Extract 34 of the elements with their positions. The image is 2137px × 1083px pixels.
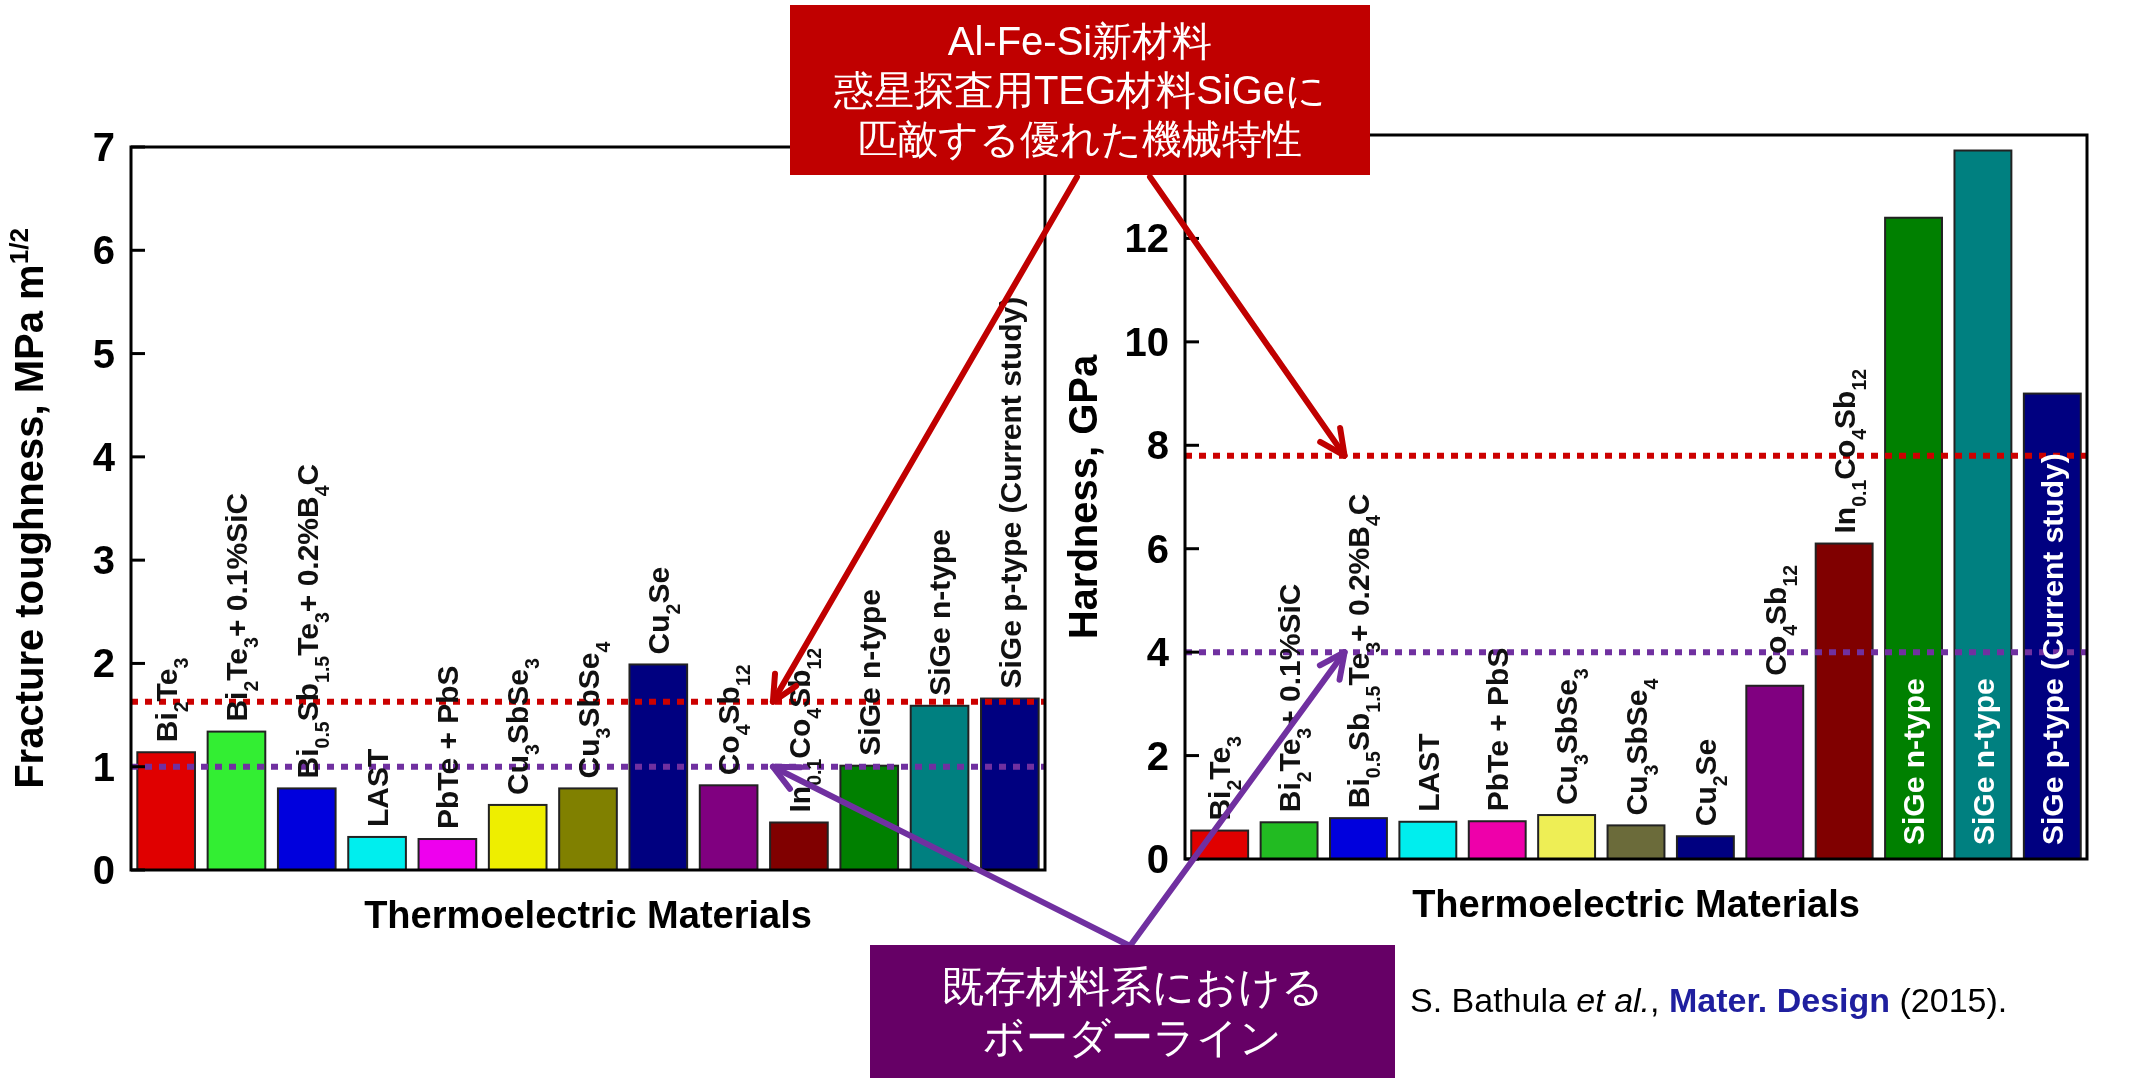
y-tick-label: 12 xyxy=(1124,216,1169,261)
x-tick-label: LAST xyxy=(1411,733,1445,812)
y-tick-label: 8 xyxy=(1146,423,1169,468)
y-tick-label: 5 xyxy=(92,331,115,376)
y-tick-label: 2 xyxy=(92,641,115,686)
text: ボーダーライン xyxy=(983,1013,1282,1061)
x-tick-label: SiGe p-type (Current study) xyxy=(993,296,1027,689)
y-tick-label: 4 xyxy=(1146,630,1170,675)
text: Al-Fe-Si新材料 xyxy=(947,19,1213,64)
y-tick-label: 4 xyxy=(92,434,116,479)
y-tick-label: 0 xyxy=(1146,837,1169,881)
y-tick-label: 0 xyxy=(92,848,115,892)
y-tick-label: 3 xyxy=(92,538,115,583)
y-axis-title: Hardness, GPa xyxy=(1061,353,1105,640)
y-tick-label: 7 xyxy=(92,125,115,169)
y-tick-label: 6 xyxy=(92,228,115,273)
y-tick-label: 10 xyxy=(1124,319,1169,364)
x-axis-title: Thermoelectric Materials xyxy=(364,894,812,936)
x-tick-label: PbTe + PbS xyxy=(431,665,465,830)
x-tick-label: PbTe + PbS xyxy=(1481,647,1515,812)
x-tick-label: SiGe n-type xyxy=(1897,678,1931,845)
x-tick-label: SiGe n-type xyxy=(1966,678,2000,845)
x-axis-title: Thermoelectric Materials xyxy=(1412,883,1860,925)
x-tick-label: SiGe p-type (Current study) xyxy=(2036,453,2070,845)
x-tick-label: SiGe n-type xyxy=(923,529,957,696)
x-tick-label: SiGe n-type xyxy=(853,588,887,756)
annotation: 匹敵する優れた機械特性 xyxy=(858,116,1302,161)
y-tick-label: 2 xyxy=(1146,733,1169,778)
y-tick-label: 6 xyxy=(1146,526,1169,571)
text: 惑星探査用TEG材料SiGeに xyxy=(832,68,1327,112)
text: S. Bathula et al., Mater. Design (2015). xyxy=(1410,981,2008,1019)
x-tick-label: LAST xyxy=(360,748,394,827)
y-tick-label: 1 xyxy=(92,744,115,789)
text: 既存材料系における xyxy=(941,962,1324,1010)
